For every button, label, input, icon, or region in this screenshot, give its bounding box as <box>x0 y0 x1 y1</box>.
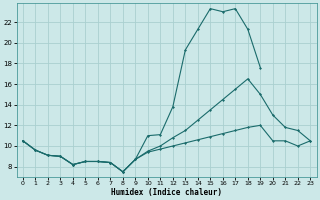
X-axis label: Humidex (Indice chaleur): Humidex (Indice chaleur) <box>111 188 222 197</box>
